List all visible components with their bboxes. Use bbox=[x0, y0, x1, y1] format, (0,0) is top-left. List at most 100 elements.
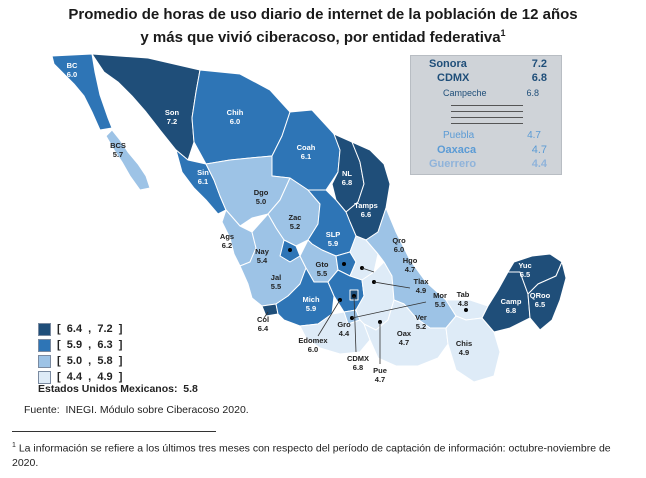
state-label-jal: Jal bbox=[271, 273, 281, 282]
footnote-divider bbox=[12, 431, 216, 432]
legend-item-1: [ 6.4 , 7.2 ] bbox=[38, 321, 122, 337]
state-shape-son bbox=[91, 53, 201, 161]
state-value-qro: 6.0 bbox=[394, 245, 404, 254]
rank-name-6: Guerrero bbox=[429, 158, 477, 170]
state-value-ver: 5.2 bbox=[416, 322, 426, 331]
state-label-tamps: Tamps bbox=[354, 201, 378, 210]
state-label-son: Son bbox=[165, 108, 180, 117]
map-title: Promedio de horas de uso diario de inter… bbox=[0, 6, 646, 47]
national-label: Estados Unidos Mexicanos: bbox=[38, 383, 178, 395]
state-label-coah: Coah bbox=[297, 143, 316, 152]
state-shape-qroo bbox=[527, 261, 567, 331]
title-footnote-marker: 1 bbox=[500, 28, 506, 38]
state-value-nay: 5.4 bbox=[257, 256, 268, 265]
map-legend: [ 6.4 , 7.2 ] [ 5.9 , 6.3 ] [ 5.0 , 5.8 … bbox=[38, 321, 122, 385]
state-label-zac: Zac bbox=[289, 213, 302, 222]
legend-swatch-1 bbox=[38, 322, 51, 336]
state-label-qro: Qro bbox=[392, 236, 406, 245]
rank-name-1: Sonora bbox=[429, 58, 467, 70]
rank-row-6: Guerrero 4.4 bbox=[411, 158, 561, 172]
state-value-hgo: 4.7 bbox=[405, 265, 415, 274]
state-value-sin: 6.1 bbox=[198, 177, 208, 186]
state-label-tab: Tab bbox=[457, 290, 470, 299]
state-label-bc: BC bbox=[67, 61, 78, 70]
footnote-marker: 1 bbox=[12, 442, 16, 449]
legend-item-4: [ 4.4 , 4.9 ] bbox=[38, 369, 122, 385]
rank-row-3: Campeche 6.8 bbox=[411, 88, 561, 102]
state-label-camp: Camp bbox=[501, 297, 522, 306]
leader-edomex bbox=[317, 299, 341, 337]
legend-label-2: [ 5.9 , 6.3 ] bbox=[57, 339, 123, 351]
state-label-col: Col bbox=[257, 315, 269, 324]
rank-row-1: Sonora 7.2 bbox=[411, 58, 561, 72]
state-label-ver: Ver bbox=[415, 313, 427, 322]
state-value-pue: 4.7 bbox=[375, 375, 385, 384]
state-label-yuc: Yuc bbox=[518, 261, 531, 270]
state-value-tlax: 4.9 bbox=[416, 286, 426, 295]
state-label-cdmx: CDMX bbox=[347, 354, 369, 363]
leader-mor bbox=[351, 301, 427, 319]
state-value-son: 7.2 bbox=[167, 117, 177, 126]
state-label-nl: NL bbox=[342, 169, 352, 178]
footnote-text: La información se refiere a los últimos … bbox=[12, 442, 611, 469]
state-label-nay: Nay bbox=[255, 247, 270, 256]
state-value-chis: 4.9 bbox=[459, 348, 469, 357]
footnote: 1 La información se refiere a los último… bbox=[12, 439, 632, 470]
rank-value-5: 4.7 bbox=[531, 144, 547, 156]
state-label-edomex: Edomex bbox=[298, 336, 328, 345]
state-label-ags: Ags bbox=[220, 232, 234, 241]
leader-tlax bbox=[373, 281, 411, 289]
state-value-qroo: 6.5 bbox=[535, 300, 545, 309]
state-value-nl: 6.8 bbox=[342, 178, 352, 187]
leader-col bbox=[263, 311, 269, 319]
legend-swatch-4 bbox=[38, 370, 51, 384]
state-label-bcs: BCS bbox=[110, 141, 126, 150]
state-value-mich: 5.9 bbox=[306, 304, 316, 313]
state-value-camp: 6.8 bbox=[506, 306, 516, 315]
state-label-sin: Sin bbox=[197, 168, 209, 177]
state-value-slp: 5.9 bbox=[328, 239, 338, 248]
rank-value-1: 7.2 bbox=[531, 58, 547, 70]
leader-hgo bbox=[361, 267, 375, 273]
legend-label-3: [ 5.0 , 5.8 ] bbox=[57, 355, 123, 367]
state-label-mich: Mich bbox=[302, 295, 320, 304]
legend-label-4: [ 4.4 , 4.9 ] bbox=[57, 371, 123, 383]
rank-name-2: CDMX bbox=[437, 72, 470, 84]
national-value: 5.8 bbox=[183, 383, 198, 395]
source-note: Fuente: INEGI. Módulo sobre Ciberacoso 2… bbox=[24, 404, 249, 416]
title-line-1: Promedio de horas de uso diario de inter… bbox=[68, 6, 578, 23]
state-value-tamps: 6.6 bbox=[361, 210, 371, 219]
state-label-chih: Chih bbox=[227, 108, 244, 117]
state-value-gto: 5.5 bbox=[317, 269, 327, 278]
state-value-jal: 5.5 bbox=[271, 282, 281, 291]
state-label-hgo: Hgo bbox=[403, 256, 418, 265]
state-label-qroo: QRoo bbox=[530, 291, 551, 300]
state-value-chih: 6.0 bbox=[230, 117, 240, 126]
state-label-mor: Mor bbox=[433, 291, 447, 300]
mexico-choropleth-map: BC6.0BCS5.7Son7.2Chih6.0Coah6.1Sin6.1Dgo… bbox=[51, 53, 567, 384]
title-line-2: y más que vivió ciberacoso, por entidad … bbox=[0, 24, 646, 47]
rank-separator-4 bbox=[451, 123, 523, 124]
legend-swatch-3 bbox=[38, 354, 51, 368]
rank-row-5: Oaxaca 4.7 bbox=[411, 144, 561, 158]
state-value-coah: 6.1 bbox=[301, 152, 311, 161]
rank-separator-2 bbox=[451, 111, 523, 112]
rank-name-3: Campeche bbox=[443, 88, 487, 98]
state-value-gro: 4.4 bbox=[339, 329, 350, 338]
state-label-chis: Chis bbox=[456, 339, 472, 348]
rank-row-2: CDMX 6.8 bbox=[411, 72, 561, 86]
state-label-oax: Oax bbox=[397, 329, 412, 338]
state-value-tab: 4.8 bbox=[458, 299, 468, 308]
state-shape-bcs bbox=[105, 129, 151, 191]
state-value-ags: 6.2 bbox=[222, 241, 232, 250]
state-value-dgo: 5.0 bbox=[256, 197, 266, 206]
marker-qro bbox=[342, 262, 346, 266]
legend-swatch-2 bbox=[38, 338, 51, 352]
rank-value-6: 4.4 bbox=[531, 158, 547, 170]
rank-value-4: 4.7 bbox=[527, 130, 541, 141]
rank-name-5: Oaxaca bbox=[437, 144, 477, 156]
rank-value-3: 6.8 bbox=[526, 88, 539, 98]
state-label-dgo: Dgo bbox=[254, 188, 269, 197]
state-value-oax: 4.7 bbox=[399, 338, 409, 347]
state-value-yuc: 6.5 bbox=[520, 270, 530, 279]
